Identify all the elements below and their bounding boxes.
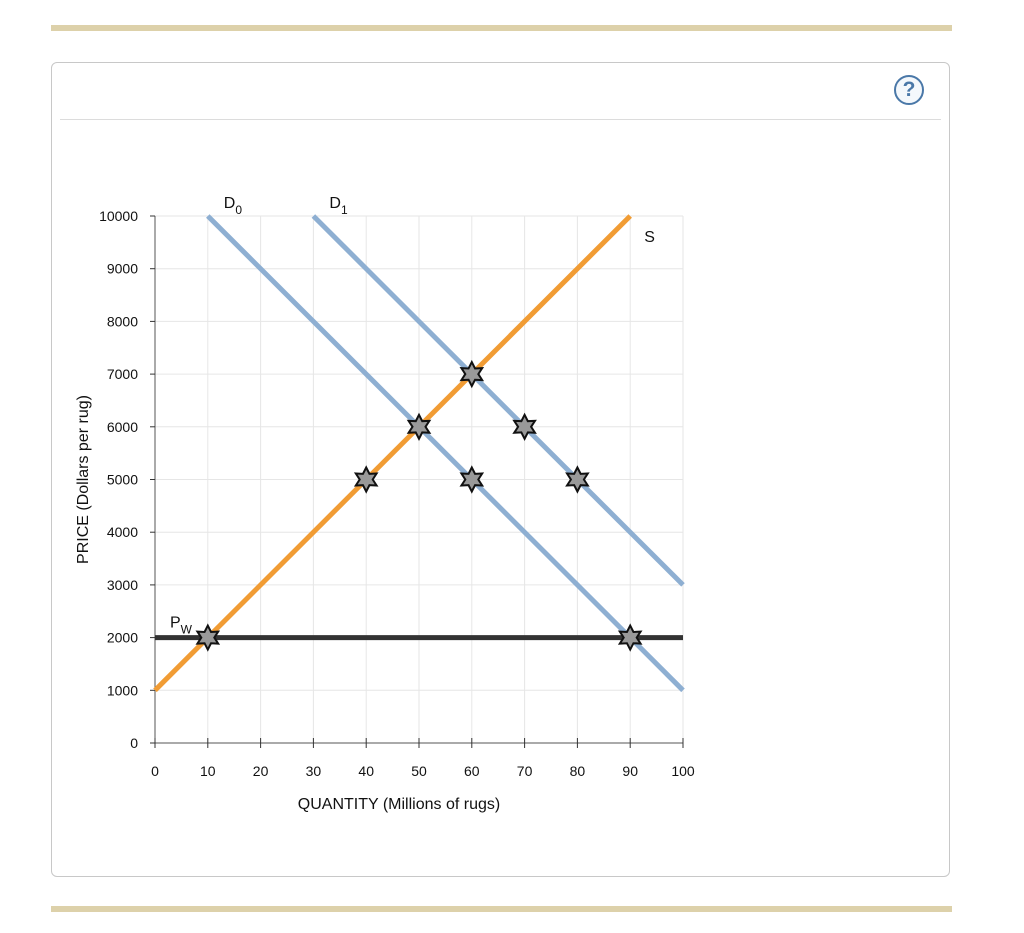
- question-mark-icon: ?: [902, 78, 916, 101]
- x-tick-label: 50: [411, 763, 427, 779]
- x-tick-label: 90: [622, 763, 638, 779]
- y-tick-label: 10000: [99, 208, 138, 224]
- y-tick-label: 0: [130, 735, 138, 751]
- y-tick-label: 5000: [107, 472, 138, 488]
- x-tick-label: 70: [517, 763, 533, 779]
- y-tick-label: 4000: [107, 524, 138, 540]
- x-tick-label: 100: [671, 763, 695, 779]
- graph-panel: ?: [51, 62, 950, 877]
- top-divider-bar: [51, 25, 952, 31]
- y-tick-label: 1000: [107, 682, 138, 698]
- y-tick-label: 7000: [107, 366, 138, 382]
- x-axis-label: QUANTITY (Millions of rugs): [298, 796, 500, 813]
- point-marker[interactable]: [459, 465, 485, 494]
- point-marker[interactable]: [459, 359, 485, 389]
- x-tick-label: 10: [200, 763, 216, 779]
- bottom-divider-bar: [51, 906, 952, 912]
- x-tick-label: 80: [570, 763, 586, 779]
- series-label-d0: D0: [224, 195, 243, 217]
- series-line-s: [153, 214, 632, 693]
- x-tick-label: 20: [253, 763, 269, 779]
- y-tick-label: 8000: [107, 313, 138, 329]
- point-marker[interactable]: [195, 623, 221, 652]
- x-tick-label: 30: [306, 763, 322, 779]
- point-marker[interactable]: [353, 465, 379, 494]
- point-marker[interactable]: [406, 412, 432, 442]
- series-label-pw: PW: [170, 615, 193, 637]
- x-tick-label: 40: [358, 763, 374, 779]
- y-tick-label: 2000: [107, 630, 138, 646]
- y-tick-label: 6000: [107, 419, 138, 435]
- x-tick-label: 0: [151, 763, 159, 779]
- point-marker[interactable]: [617, 623, 643, 652]
- series-label-d1: D1: [329, 195, 348, 217]
- y-axis-label: PRICE (Dollars per rug): [75, 395, 92, 564]
- point-marker[interactable]: [512, 412, 537, 442]
- help-button[interactable]: ?: [894, 75, 924, 105]
- panel-header-divider: [60, 119, 941, 120]
- point-marker[interactable]: [565, 465, 590, 494]
- series-label-s: S: [644, 229, 655, 246]
- series-line-d1: [311, 214, 685, 587]
- series-line-d0: [206, 214, 685, 693]
- y-tick-label: 9000: [107, 261, 138, 277]
- y-tick-label: 3000: [107, 577, 138, 593]
- x-tick-label: 60: [464, 763, 480, 779]
